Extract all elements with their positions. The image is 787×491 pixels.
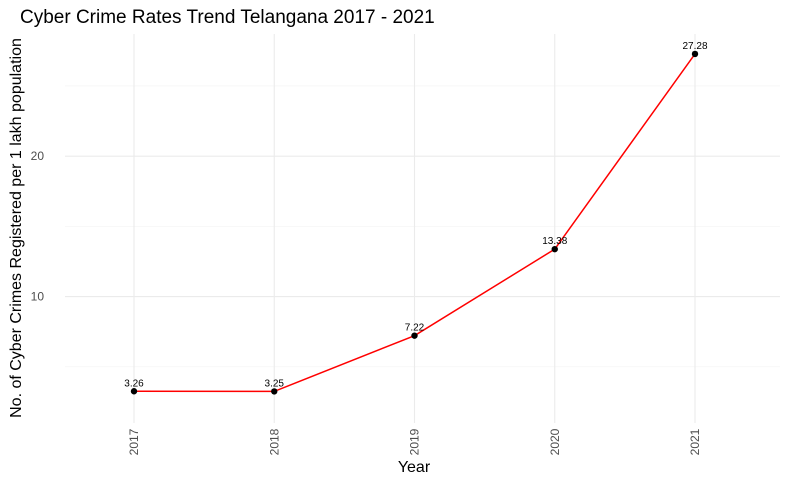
x-tick-label: 2018 (267, 428, 281, 455)
x-tick-label: 2020 (548, 428, 562, 455)
y-axis-ticks: 10 20 (31, 149, 45, 303)
data-label: 13.38 (542, 236, 567, 247)
x-tick-label: 2021 (688, 428, 702, 455)
data-labels: 3.26 3.25 7.22 13.38 27.28 (124, 41, 708, 389)
data-label: 7.22 (405, 323, 425, 334)
y-tick-label: 20 (31, 149, 45, 163)
data-point (691, 50, 699, 58)
data-point (411, 332, 418, 339)
x-tick-label: 2017 (127, 428, 141, 455)
y-axis-title: No. of Cyber Crimes Registered per 1 lak… (8, 38, 25, 418)
chart-title: Cyber Crime Rates Trend Telangana 2017 -… (20, 7, 435, 28)
y-tick-label: 10 (31, 290, 45, 304)
data-label: 27.28 (682, 41, 707, 52)
data-point (271, 388, 278, 395)
x-axis-title: Year (398, 459, 431, 476)
x-tick-label: 2019 (408, 428, 422, 455)
x-axis-ticks: 2017 2018 2019 2020 2021 (127, 428, 702, 455)
data-label: 3.25 (265, 378, 285, 389)
data-points (130, 50, 699, 395)
data-point (130, 388, 138, 395)
data-label: 3.26 (124, 378, 144, 389)
grid (65, 34, 780, 423)
data-point (551, 245, 558, 253)
